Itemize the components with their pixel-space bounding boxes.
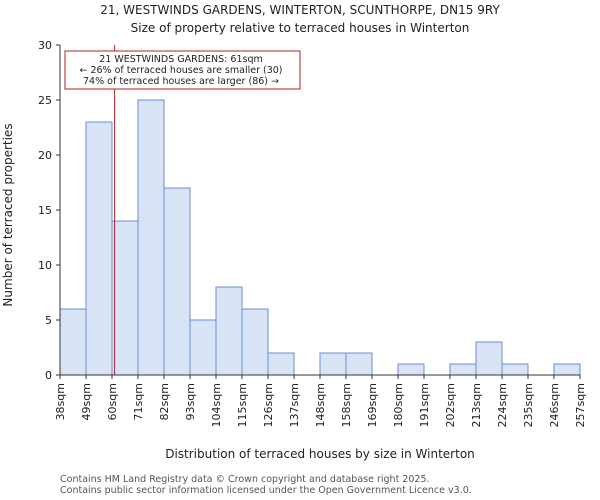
x-tick-label: 137sqm: [288, 383, 301, 427]
chart-subtitle: Size of property relative to terraced ho…: [131, 21, 470, 35]
bar-213sqm: [475, 341, 503, 376]
bar-158sqm: [345, 352, 373, 376]
x-tick-label: 158sqm: [340, 383, 353, 427]
bars-group: [59, 99, 581, 376]
y-tick-label: 20: [38, 149, 52, 162]
x-tick-label: 180sqm: [392, 383, 405, 427]
y-tick-label: 25: [38, 94, 52, 107]
y-tick-label: 15: [38, 204, 52, 217]
axes-group: 0 5 10 15 20 25 30 38sqm 49sqm 60sqm 71sqm 82sqm 93s…: [38, 39, 587, 427]
footer-copyright: Contains HM Land Registry data © Crown c…: [60, 474, 430, 485]
footer-licence: Contains public sector information licen…: [60, 485, 472, 496]
y-axis-label: Number of terraced properties: [1, 123, 15, 306]
annotation-box: 21 WESTWINDS GARDENS: 61sqm← 26% of terr…: [64, 50, 301, 90]
x-tick-label: 71sqm: [132, 383, 145, 420]
annotation-border: [64, 50, 301, 90]
x-tick-label: 49sqm: [80, 383, 93, 420]
y-tick-label: 0: [45, 369, 52, 382]
x-tick-label: 224sqm: [496, 383, 509, 427]
x-tick-label: 213sqm: [470, 383, 483, 427]
y-tick-label: 5: [45, 314, 52, 327]
bar-202sqm: [449, 363, 477, 376]
x-tick-label: 235sqm: [522, 383, 535, 427]
bar-60sqm: [111, 220, 139, 376]
bar-93sqm: [189, 319, 217, 376]
x-tick-label: 148sqm: [314, 383, 327, 427]
bar-49sqm: [85, 121, 113, 376]
x-tick-label: 202sqm: [444, 383, 457, 427]
bar-246sqm: [553, 363, 581, 376]
x-tick-label: 93sqm: [184, 383, 197, 420]
annotation-line: 74% of terraced houses are larger (86) →: [83, 76, 279, 87]
y-tick-label: 10: [38, 259, 52, 272]
x-tick-label: 246sqm: [548, 383, 561, 427]
bar-104sqm: [215, 286, 243, 376]
x-tick-label: 82sqm: [158, 383, 171, 420]
bar-224sqm: [501, 363, 529, 376]
bar-148sqm: [319, 352, 347, 376]
x-tick-label: 104sqm: [210, 383, 223, 427]
bar-180sqm: [397, 363, 425, 376]
y-tick-label: 30: [38, 39, 52, 52]
x-tick-label: 60sqm: [106, 383, 119, 420]
bar-82sqm: [163, 187, 191, 376]
x-tick-label: 38sqm: [54, 383, 67, 420]
x-tick-label: 191sqm: [418, 383, 431, 427]
x-tick-label: 257sqm: [574, 383, 587, 427]
x-tick-label: 126sqm: [262, 383, 275, 427]
x-axis-label: Distribution of terraced houses by size …: [165, 447, 475, 461]
chart-title: 21, WESTWINDS GARDENS, WINTERTON, SCUNTH…: [100, 3, 500, 17]
annotation-line: ← 26% of terraced houses are smaller (30…: [79, 65, 282, 76]
bar-71sqm: [137, 99, 165, 376]
annotation-line: 21 WESTWINDS GARDENS: 61sqm: [99, 54, 262, 65]
x-tick-label: 169sqm: [366, 383, 379, 427]
bar-115sqm: [241, 308, 269, 376]
bar-38sqm: [59, 308, 87, 376]
bar-126sqm: [267, 352, 295, 376]
x-tick-label: 115sqm: [236, 383, 249, 427]
